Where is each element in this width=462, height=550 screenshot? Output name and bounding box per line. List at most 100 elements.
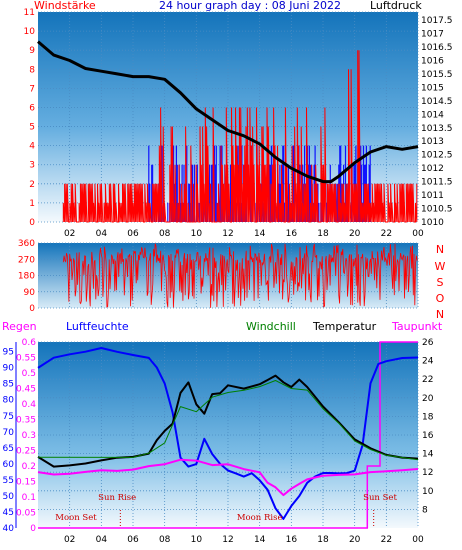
- x-tick-label: 06: [127, 535, 139, 545]
- humidity-tick-label: 65: [3, 444, 14, 454]
- annotation-label: Moon Set: [55, 513, 97, 523]
- pressure-tick-label: 1014.5: [421, 97, 453, 107]
- temperature-tick-label: 12: [422, 468, 433, 478]
- left-axis-title-windstaerke: Windstärke: [34, 0, 96, 12]
- x-tick-label: 02: [64, 229, 75, 239]
- pressure-tick-label: 1016.5: [421, 43, 453, 53]
- pressure-series: [37, 40, 419, 184]
- annotation-label: Sun Set: [363, 493, 397, 503]
- rain-tick-label: 0.35: [16, 416, 36, 426]
- compass-label: N: [436, 243, 444, 256]
- humidity-tick-label: 80: [3, 396, 15, 406]
- wind-direction-axis-ticks: 0 90 180 270 360: [18, 239, 35, 314]
- x-tick-label: 16: [286, 229, 298, 239]
- wind-direction-line: [62, 243, 418, 308]
- series-luftfeuchte: [37, 347, 419, 520]
- direction-tick-label: 90: [24, 288, 36, 298]
- rain-tick-label: 0.6: [22, 338, 37, 348]
- pressure-tick-label: 1015.5: [421, 70, 453, 80]
- temperature-tick-label: 14: [422, 450, 434, 460]
- rain-tick-label: 0.2: [22, 462, 36, 472]
- direction-tick-label: 0: [29, 304, 35, 314]
- temperature-tick-label: 24: [422, 357, 434, 367]
- wind-tick-label: 9: [29, 46, 35, 56]
- rain-line: [38, 341, 418, 529]
- astronomy-annotations: Sun Rise Sun Set Moon Set Moon Rise: [55, 493, 397, 528]
- wind-tick-label: 6: [29, 103, 35, 113]
- humidity-tick-label: 45: [3, 508, 14, 518]
- pressure-tick-label: 1017: [421, 30, 444, 40]
- x-tick-label: 08: [159, 229, 171, 239]
- humidity-tick-label: 40: [3, 524, 15, 534]
- x-tick-label: 02: [64, 535, 75, 545]
- compass-label: N: [436, 308, 444, 321]
- pressure-line: [37, 40, 419, 184]
- humidity-tick-label: 55: [3, 476, 14, 486]
- chart-title: 24 hour graph day : 08 Juni 2022: [159, 0, 341, 12]
- wind-axis-ticks: 0 1 2 3 4 5 6 7 8 9 10 11: [24, 8, 36, 228]
- direction-tick-label: 270: [18, 255, 35, 265]
- rain-tick-label: 0.1: [22, 493, 36, 503]
- x-tick-label: 10: [191, 229, 203, 239]
- x-tick-label: 22: [381, 535, 392, 545]
- rain-tick-label: 0.45: [16, 385, 36, 395]
- wind-tick-label: 1: [29, 199, 35, 209]
- legend-regen: Regen: [2, 320, 37, 333]
- pressure-tick-label: 1011: [421, 191, 444, 201]
- rain-tick-label: 0.55: [16, 354, 36, 364]
- rain-tick-label: 0: [30, 524, 36, 534]
- pressure-tick-label: 1016: [421, 56, 444, 66]
- annotation-label: Sun Rise: [98, 493, 136, 503]
- x-tick-label: 18: [317, 229, 329, 239]
- wind-tick-label: 0: [29, 218, 35, 228]
- wind-tick-label: 7: [29, 84, 35, 94]
- x-tick-label: 06: [127, 229, 139, 239]
- temperature-tick-label: 8: [422, 505, 428, 515]
- wind-tick-label: 5: [29, 123, 35, 133]
- right-axis-title-luftdruck: Luftdruck: [370, 0, 422, 12]
- humidity-tick-label: 60: [3, 460, 15, 470]
- legend-windchill: Windchill: [246, 320, 296, 333]
- rain-tick-label: 0.15: [16, 478, 36, 488]
- pressure-tick-label: 1012.5: [421, 151, 453, 161]
- wind-strength-line: [62, 50, 418, 223]
- pressure-tick-label: 1012: [421, 164, 444, 174]
- x-tick-label: 00: [412, 229, 424, 239]
- pressure-tick-label: 1015: [421, 83, 444, 93]
- annotation-label: Moon Rise: [237, 513, 283, 523]
- rain-tick-label: 0.3: [22, 431, 36, 441]
- wind-pressure-x-ticks: 02 04 06 08 10 12 14 16 18 20 22 00: [64, 229, 424, 239]
- wind-direction-series: [62, 243, 418, 308]
- compass-label: S: [437, 276, 444, 289]
- humidity-tick-label: 50: [3, 492, 15, 502]
- series-windchill: [37, 380, 419, 461]
- humidity-temperature-grid: [15, 341, 419, 528]
- rain-tick-label: 0.5: [22, 369, 36, 379]
- temperature-axis-ticks: 8 10 12 14 16 18 20 22 24 26: [422, 338, 434, 515]
- x-tick-label: 18: [317, 535, 329, 545]
- pressure-tick-label: 1010.5: [421, 205, 453, 215]
- humidity-axis-ticks: 40 45 50 55 60 65 70 75 80 85 90 95: [3, 348, 15, 534]
- wind-series: [62, 50, 418, 223]
- x-tick-label: 20: [349, 229, 361, 239]
- legend-temperatur: Temperatur: [312, 320, 377, 333]
- x-tick-label: 12: [222, 535, 233, 545]
- humidity-temperature-series: [37, 341, 419, 529]
- pressure-tick-label: 1017.5: [421, 16, 453, 26]
- rain-axis-ticks: 0 0.05 0.1 0.15 0.2 0.25 0.3 0.35 0.4 0.45 0.5 0.55…: [16, 338, 36, 534]
- legend-luftfeuchte: Luftfeuchte: [66, 320, 129, 333]
- humidity-tick-label: 85: [3, 380, 14, 390]
- humidity-tick-label: 75: [3, 412, 14, 422]
- temperature-tick-label: 22: [422, 375, 433, 385]
- legend-taupunkt: Taupunkt: [391, 320, 443, 333]
- x-tick-label: 10: [191, 535, 203, 545]
- temperature-tick-label: 20: [422, 394, 434, 404]
- wind-direction-grid: [38, 242, 419, 309]
- rain-tick-label: 0.4: [22, 400, 37, 410]
- humidity-temperature-x-ticks: 02 04 06 08 10 12 14 16 18 20 22 00: [64, 535, 424, 545]
- x-tick-label: 14: [254, 229, 266, 239]
- x-tick-label: 16: [286, 535, 298, 545]
- wind-tick-label: 3: [29, 161, 35, 171]
